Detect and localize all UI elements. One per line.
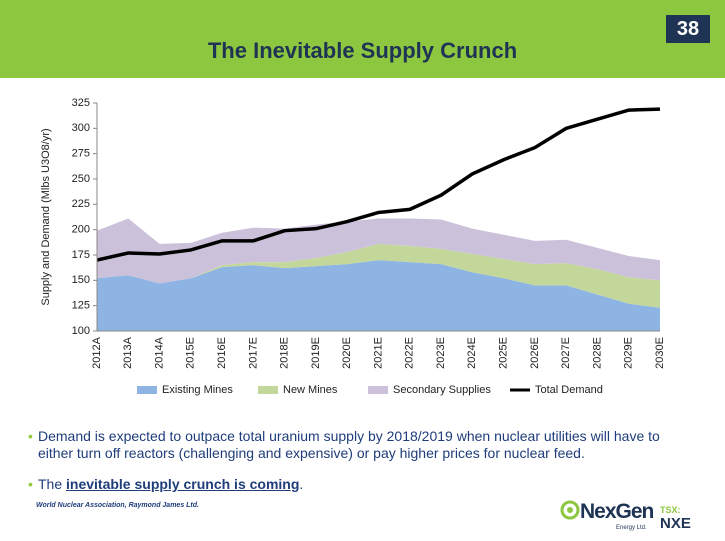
logo-name: NexGen [580, 500, 654, 523]
logo-exchange: TSX: [660, 505, 681, 515]
y-tick-label: 100 [72, 325, 90, 337]
x-tick-label: 2028E [591, 337, 603, 369]
x-tick-label: 2025E [498, 337, 510, 369]
legend-swatch [368, 386, 388, 394]
bullet: • Demand is expected to outpace total ura… [28, 428, 660, 461]
area [97, 260, 660, 331]
x-tick-label: 2024E [466, 337, 478, 369]
x-tick-label: 2016E [216, 337, 228, 369]
legend-swatch [137, 386, 157, 394]
y-tick-label: 250 [72, 173, 90, 185]
legend-swatch [258, 386, 278, 394]
y-tick-label: 175 [72, 249, 90, 261]
bullet-text: Demand is expected to outpace total uran… [38, 428, 660, 461]
logo-sub: Energy Ltd. [616, 525, 647, 531]
x-tick-label: 2013A [122, 336, 134, 368]
logo-ticker: NXE [660, 515, 691, 532]
x-tick-label: 2020E [341, 337, 353, 369]
x-tick-label: 2015E [185, 337, 197, 369]
legend-label: Secondary Supplies [393, 384, 491, 396]
legend-label: New Mines [283, 384, 338, 396]
legend-label: Total Demand [535, 384, 603, 396]
y-axis-label: Supply and Demand (Mlbs U3O8/yr) [40, 128, 52, 305]
x-tick-label: 2023E [435, 337, 447, 369]
y-tick-label: 300 [72, 122, 90, 134]
x-tick-label: 2030E [654, 337, 666, 369]
page-number: 38 [666, 15, 710, 43]
x-tick-label: 2026E [529, 337, 541, 369]
slide-title: The Inevitable Supply Crunch [207, 38, 518, 63]
x-tick-label: 2017E [247, 337, 259, 369]
legend-label: Existing Mines [162, 384, 233, 396]
bullet-emphasis: inevitable supply crunch is coming [66, 476, 300, 492]
x-tick-label: 2012A [91, 336, 103, 368]
x-tick-label: 2021E [372, 337, 384, 369]
line [96, 107, 661, 262]
y-tick-label: 225 [72, 198, 90, 210]
y-tick-label: 125 [72, 300, 90, 312]
chart: 100 125 150 175 200 225 250 275 300 325 2012A 2013A… [40, 97, 666, 396]
y-tick-label: 325 [72, 97, 90, 109]
bullet-text: The [38, 476, 67, 492]
y-tick-label: 150 [72, 274, 90, 286]
x-tick-label: 2019E [310, 337, 322, 369]
x-tick-label: 2014A [153, 336, 165, 368]
x-tick-label: 2018E [279, 337, 291, 369]
area [97, 218, 660, 284]
x-tick-label: 2027E [560, 337, 572, 369]
bullet-text: . [299, 476, 304, 492]
source: World Nuclear Association, Raymond James… [36, 502, 199, 509]
header-band [0, 0, 725, 78]
y-tick-label: 275 [72, 148, 90, 160]
y-tick-label: 200 [72, 224, 90, 236]
bullet: • The inevitable supply crunch is coming. [28, 476, 304, 492]
area [97, 243, 660, 308]
logo-icon [560, 500, 580, 520]
x-tick-label: 2029E [623, 337, 635, 369]
x-tick-label: 2022E [404, 337, 416, 369]
